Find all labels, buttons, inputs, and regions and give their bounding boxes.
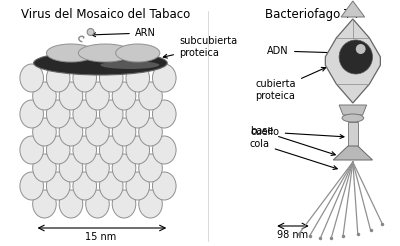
- Ellipse shape: [152, 172, 176, 200]
- Ellipse shape: [139, 190, 162, 218]
- Text: 98 nm: 98 nm: [277, 230, 308, 240]
- Text: cola: cola: [250, 139, 337, 169]
- Ellipse shape: [152, 136, 176, 164]
- Ellipse shape: [46, 44, 96, 62]
- Polygon shape: [341, 1, 365, 17]
- Ellipse shape: [116, 44, 160, 62]
- Text: 15 nm: 15 nm: [85, 232, 116, 242]
- Ellipse shape: [100, 136, 123, 164]
- Ellipse shape: [73, 100, 96, 128]
- Ellipse shape: [152, 100, 176, 128]
- Ellipse shape: [86, 154, 109, 182]
- Polygon shape: [339, 105, 367, 115]
- Ellipse shape: [33, 190, 56, 218]
- Polygon shape: [325, 19, 380, 103]
- Ellipse shape: [59, 82, 83, 110]
- Ellipse shape: [78, 44, 132, 62]
- Ellipse shape: [86, 82, 109, 110]
- Ellipse shape: [100, 172, 123, 200]
- Ellipse shape: [34, 51, 167, 75]
- Ellipse shape: [112, 154, 136, 182]
- Ellipse shape: [152, 64, 176, 92]
- Text: Bacteriofago T4: Bacteriofago T4: [265, 8, 358, 21]
- Polygon shape: [348, 122, 358, 146]
- Ellipse shape: [20, 64, 44, 92]
- Ellipse shape: [46, 100, 70, 128]
- Ellipse shape: [112, 82, 136, 110]
- Circle shape: [87, 29, 94, 35]
- Ellipse shape: [100, 61, 159, 69]
- Text: cuello: cuello: [251, 127, 344, 138]
- Text: ADN: ADN: [268, 46, 339, 56]
- Text: subcubierta
proteica: subcubierta proteica: [163, 36, 237, 58]
- Ellipse shape: [59, 190, 83, 218]
- Ellipse shape: [112, 190, 136, 218]
- Circle shape: [356, 44, 366, 54]
- Ellipse shape: [139, 82, 162, 110]
- Ellipse shape: [126, 64, 150, 92]
- Text: Virus del Mosaico del Tabaco: Virus del Mosaico del Tabaco: [21, 8, 190, 21]
- Text: base: base: [250, 126, 335, 155]
- Ellipse shape: [46, 64, 70, 92]
- Circle shape: [339, 40, 372, 74]
- Ellipse shape: [20, 100, 44, 128]
- Ellipse shape: [100, 100, 123, 128]
- Ellipse shape: [73, 64, 96, 92]
- Ellipse shape: [33, 154, 56, 182]
- Ellipse shape: [33, 118, 56, 146]
- Ellipse shape: [46, 172, 70, 200]
- Ellipse shape: [139, 118, 162, 146]
- Ellipse shape: [46, 136, 70, 164]
- Ellipse shape: [139, 154, 162, 182]
- Ellipse shape: [126, 136, 150, 164]
- Ellipse shape: [59, 154, 83, 182]
- Ellipse shape: [126, 100, 150, 128]
- Ellipse shape: [73, 136, 96, 164]
- Ellipse shape: [342, 114, 364, 122]
- Ellipse shape: [20, 136, 44, 164]
- Ellipse shape: [126, 172, 150, 200]
- Text: ARN: ARN: [92, 28, 156, 38]
- Ellipse shape: [73, 172, 96, 200]
- Ellipse shape: [112, 118, 136, 146]
- Ellipse shape: [86, 118, 109, 146]
- Ellipse shape: [20, 172, 44, 200]
- Ellipse shape: [59, 118, 83, 146]
- Polygon shape: [333, 146, 372, 160]
- Ellipse shape: [100, 64, 123, 92]
- Text: cubierta
proteica: cubierta proteica: [256, 67, 326, 101]
- Ellipse shape: [86, 190, 109, 218]
- Ellipse shape: [33, 82, 56, 110]
